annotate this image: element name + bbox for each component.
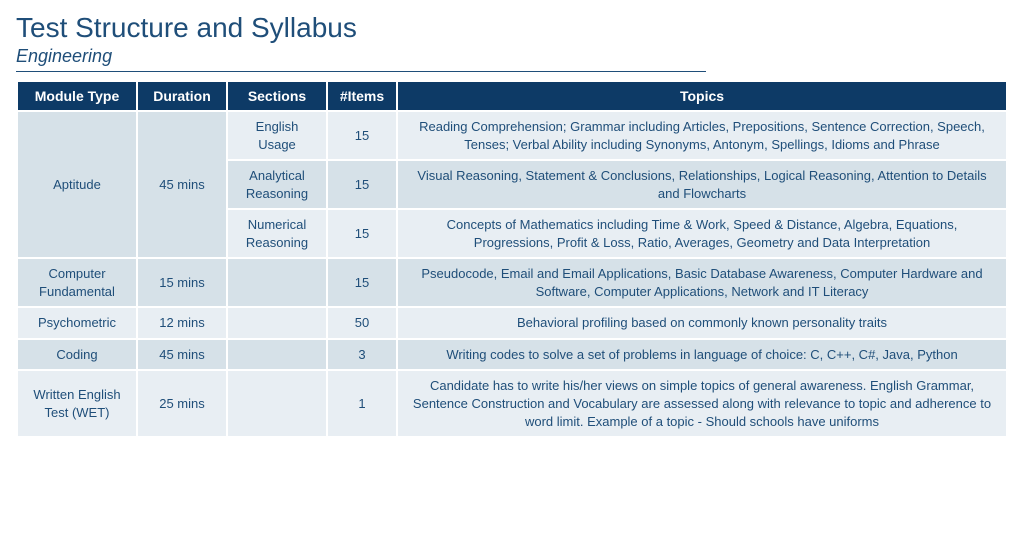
syllabus-table: Module Type Duration Sections #Items Top… (16, 80, 1008, 438)
cell-section: English Usage (227, 111, 327, 160)
cell-duration: 15 mins (137, 258, 227, 307)
cell-section (227, 370, 327, 437)
page-subtitle: Engineering (16, 46, 1008, 67)
cell-aptitude-module: Aptitude (17, 111, 137, 258)
table-row: Psychometric 12 mins 50 Behavioral profi… (17, 307, 1007, 339)
cell-items: 3 (327, 339, 397, 371)
cell-module: Computer Fundamental (17, 258, 137, 307)
table-row: Computer Fundamental 15 mins 15 Pseudoco… (17, 258, 1007, 307)
cell-duration: 12 mins (137, 307, 227, 339)
cell-items: 1 (327, 370, 397, 437)
col-duration: Duration (137, 81, 227, 111)
col-sections: Sections (227, 81, 327, 111)
cell-section: Analytical Reasoning (227, 160, 327, 209)
cell-section (227, 339, 327, 371)
page-title: Test Structure and Syllabus (16, 12, 1008, 44)
table-row: Written English Test (WET) 25 mins 1 Can… (17, 370, 1007, 437)
col-topics: Topics (397, 81, 1007, 111)
cell-section: Numerical Reasoning (227, 209, 327, 258)
cell-module: Written English Test (WET) (17, 370, 137, 437)
cell-module: Psychometric (17, 307, 137, 339)
cell-duration: 25 mins (137, 370, 227, 437)
cell-items: 15 (327, 160, 397, 209)
cell-module: Coding (17, 339, 137, 371)
cell-items: 50 (327, 307, 397, 339)
cell-section (227, 307, 327, 339)
cell-topics: Concepts of Mathematics including Time &… (397, 209, 1007, 258)
cell-duration: 45 mins (137, 339, 227, 371)
col-module: Module Type (17, 81, 137, 111)
title-rule (16, 71, 706, 72)
col-items: #Items (327, 81, 397, 111)
cell-items: 15 (327, 258, 397, 307)
table-header-row: Module Type Duration Sections #Items Top… (17, 81, 1007, 111)
table-row: Coding 45 mins 3 Writing codes to solve … (17, 339, 1007, 371)
cell-topics: Visual Reasoning, Statement & Conclusion… (397, 160, 1007, 209)
cell-items: 15 (327, 111, 397, 160)
cell-items: 15 (327, 209, 397, 258)
cell-aptitude-duration: 45 mins (137, 111, 227, 258)
cell-topics: Candidate has to write his/her views on … (397, 370, 1007, 437)
cell-topics: Writing codes to solve a set of problems… (397, 339, 1007, 371)
cell-topics: Pseudocode, Email and Email Applications… (397, 258, 1007, 307)
cell-section (227, 258, 327, 307)
cell-topics: Behavioral profiling based on commonly k… (397, 307, 1007, 339)
cell-topics: Reading Comprehension; Grammar including… (397, 111, 1007, 160)
table-row: Aptitude 45 mins English Usage 15 Readin… (17, 111, 1007, 160)
